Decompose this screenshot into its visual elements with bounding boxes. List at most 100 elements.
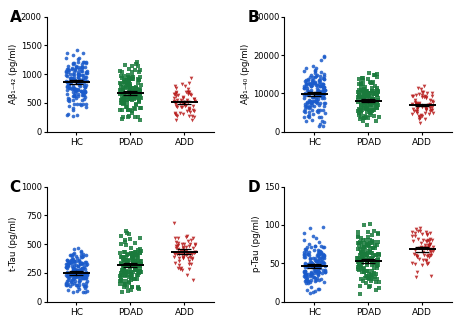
Point [309,63,317,68]
Point [317,89,324,94]
Point [356,258,363,263]
Point [312,92,320,97]
Point [82,283,90,289]
Point [76,260,84,265]
Point [320,95,328,100]
Point [374,89,382,94]
Point [307,270,315,275]
Point [362,257,369,263]
Point [123,285,130,290]
Point [358,107,365,113]
Point [309,80,316,85]
Point [76,260,84,266]
Point [188,261,195,267]
Point [356,283,364,288]
Point [121,79,129,85]
Point [83,279,90,284]
Point [428,108,435,113]
Point [357,250,364,256]
Point [375,115,383,120]
Point [123,78,130,83]
Point [82,269,89,275]
Point [359,81,367,86]
Point [73,48,81,53]
Point [82,260,90,265]
Point [63,83,71,89]
Point [315,264,323,269]
Point [315,87,322,92]
Point [357,104,365,110]
Point [360,77,367,83]
Point [67,75,74,80]
Point [359,95,367,101]
Point [69,268,76,274]
Point [370,246,377,251]
Point [357,81,365,86]
Point [373,104,380,110]
Point [427,107,435,113]
Point [174,98,181,103]
Point [120,269,128,275]
Point [124,288,131,293]
Point [316,252,323,257]
Point [316,255,324,261]
Point [310,95,317,100]
Point [356,259,363,264]
Point [179,100,187,105]
Point [83,288,91,294]
Point [361,251,369,257]
Point [306,242,313,247]
Point [80,60,88,65]
Point [171,254,178,259]
Point [173,104,180,110]
Point [429,248,437,254]
Point [411,99,418,105]
Point [321,261,328,266]
Point [301,271,308,276]
Point [305,91,312,97]
Point [425,261,432,266]
Point [178,266,185,271]
Point [361,222,368,227]
Point [308,244,315,249]
Point [79,64,86,70]
Point [171,250,178,256]
Point [79,72,86,78]
Point [75,273,83,278]
Point [120,95,128,100]
Point [76,82,83,88]
Point [186,242,194,247]
Point [68,76,75,81]
Point [315,251,322,256]
Point [72,267,79,272]
Point [62,282,69,287]
Point [311,275,318,281]
Point [356,240,363,245]
Point [360,87,368,92]
Point [422,258,430,263]
Point [358,269,366,274]
Point [312,264,320,269]
Point [81,275,88,281]
Point [75,72,82,77]
Point [301,108,308,114]
Point [365,90,372,96]
Point [317,258,324,263]
Point [71,66,79,71]
Point [320,94,327,100]
Point [374,102,381,108]
Point [130,260,137,265]
Point [70,275,78,281]
Point [309,289,317,294]
Point [301,268,308,274]
Point [356,243,363,248]
Point [128,284,136,289]
Point [304,89,312,94]
Point [308,77,316,82]
Point [374,264,381,269]
Point [373,92,380,97]
Point [304,261,311,267]
Point [183,248,190,254]
Point [120,88,127,93]
Point [314,268,322,273]
